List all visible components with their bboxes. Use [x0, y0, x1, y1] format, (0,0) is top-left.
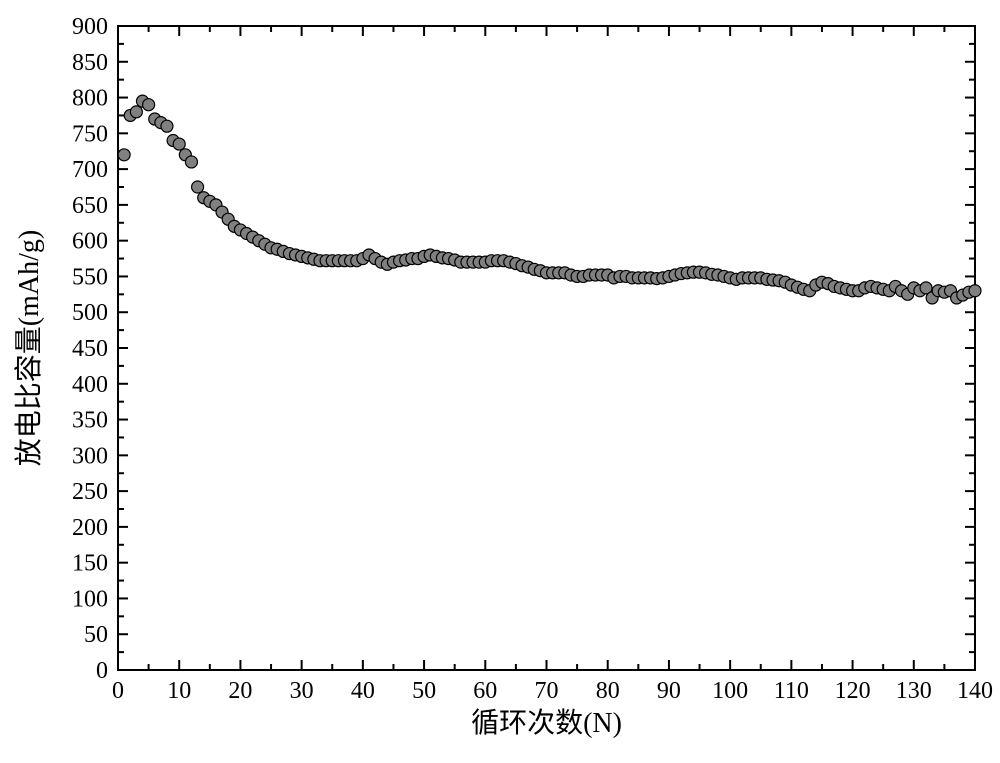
x-tick-label: 140: [957, 678, 993, 704]
x-tick-label: 110: [774, 678, 809, 704]
x-tick-label: 80: [596, 678, 620, 704]
y-tick-label: 900: [72, 14, 108, 40]
y-tick-label: 600: [72, 229, 108, 255]
x-tick-label: 50: [412, 678, 436, 704]
y-tick-label: 250: [72, 479, 108, 505]
y-tick-label: 700: [72, 157, 108, 183]
data-point: [173, 138, 185, 150]
y-tick-label: 550: [72, 264, 108, 290]
x-tick-label: 0: [112, 678, 124, 704]
data-point: [969, 285, 981, 297]
x-tick-label: 10: [167, 678, 191, 704]
y-tick-label: 500: [72, 300, 108, 326]
x-tick-label: 60: [473, 678, 497, 704]
x-axis-label: 循环次数(N): [471, 707, 622, 739]
x-tick-label: 120: [835, 678, 871, 704]
y-tick-label: 750: [72, 121, 108, 147]
y-tick-label: 450: [72, 336, 108, 362]
x-tick-label: 30: [290, 678, 314, 704]
y-tick-label: 50: [84, 622, 108, 648]
x-tick-label: 70: [535, 678, 559, 704]
data-point: [185, 156, 197, 168]
x-tick-label: 40: [351, 678, 375, 704]
x-tick-label: 130: [896, 678, 932, 704]
data-point: [192, 181, 204, 193]
plot-frame: [118, 26, 975, 670]
y-tick-label: 800: [72, 86, 108, 112]
y-tick-label: 0: [96, 658, 108, 684]
y-tick-label: 400: [72, 372, 108, 398]
x-tick-label: 20: [228, 678, 252, 704]
y-tick-label: 350: [72, 408, 108, 434]
y-tick-label: 650: [72, 193, 108, 219]
scatter-chart: 0 10 20 30 40 50 60 70 80 90 100 110 120 130 140 0 50 100…: [0, 0, 1000, 758]
data-point: [118, 149, 130, 161]
y-axis-label: 放电比容量(mAh/g): [13, 230, 45, 466]
chart-container: 0 10 20 30 40 50 60 70 80 90 100 110 120 130 140 0 50 100…: [0, 0, 1000, 758]
x-tick-label: 100: [712, 678, 748, 704]
y-tick-label: 150: [72, 551, 108, 577]
data-point: [130, 106, 142, 118]
y-tick-label: 200: [72, 515, 108, 541]
data-point: [143, 99, 155, 111]
y-tick-label: 850: [72, 50, 108, 76]
y-tick-label: 100: [72, 586, 108, 612]
data-point: [161, 120, 173, 132]
y-tick-label: 300: [72, 443, 108, 469]
x-tick-label: 90: [657, 678, 681, 704]
